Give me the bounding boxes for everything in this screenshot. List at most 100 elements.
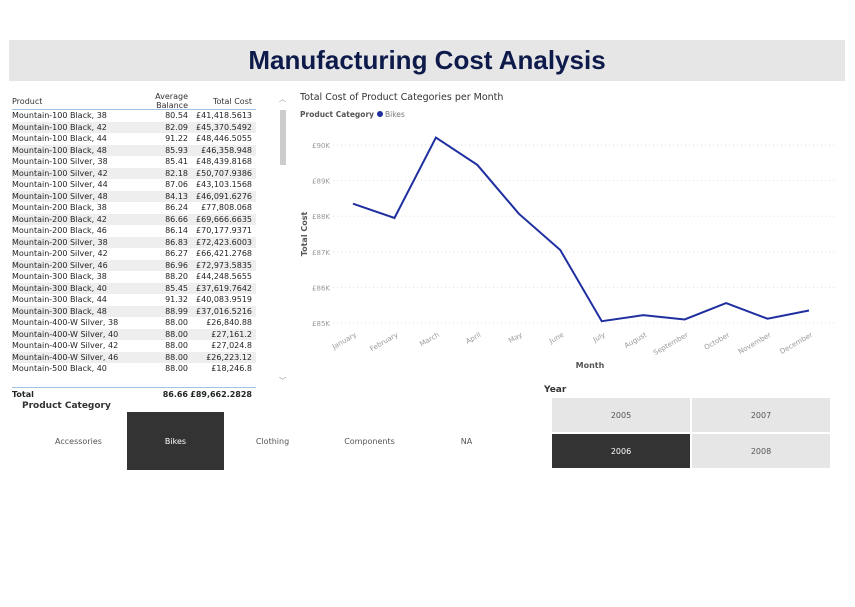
table-row[interactable]: Mountain-100 Silver, 44 87.06 £43,103.1568	[12, 179, 256, 191]
x-tick-label: September	[652, 331, 690, 357]
average-balance-cell: 85.93	[165, 145, 188, 155]
series-line-bikes	[352, 136, 810, 323]
column-header-average-balance[interactable]: Average Balance	[155, 92, 188, 110]
table-row[interactable]: Mountain-100 Black, 44 91.22 £48,446.5055	[12, 133, 256, 145]
total-cost-cell: £37,619.7642	[196, 283, 252, 293]
average-balance-cell: 85.45	[165, 283, 188, 293]
category-option-components[interactable]: Components	[344, 436, 395, 446]
product-cell: Mountain-300 Black, 40	[12, 283, 107, 293]
product-table: Product Average Balance Total Cost Mount…	[12, 92, 256, 400]
table-row[interactable]: Mountain-400-W Silver, 40 88.00 £27,161.2	[12, 328, 256, 340]
average-balance-cell: 88.00	[165, 318, 188, 328]
table-row[interactable]: Mountain-400-W Silver, 42 88.00 £27,024.8	[12, 340, 256, 352]
table-row[interactable]: Mountain-300 Black, 38 88.20 £44,248.5655	[12, 271, 256, 283]
x-tick-label: October	[703, 331, 731, 352]
total-cost-cell: £26,840.88	[206, 318, 252, 328]
table-row[interactable]: Mountain-200 Silver, 46 86.96 £72,973.5835	[12, 259, 256, 271]
table-row[interactable]: Mountain-300 Black, 40 85.45 £37,619.7642	[12, 282, 256, 294]
average-balance-cell: 91.22	[165, 134, 188, 144]
category-option-bikes[interactable]: Bikes	[127, 412, 224, 470]
table-row[interactable]: Mountain-100 Silver, 38 85.41 £48,439.8168	[12, 156, 256, 168]
table-row[interactable]: Mountain-400-W Silver, 38 88.00 £26,840.88	[12, 317, 256, 329]
average-balance-cell: 86.96	[165, 260, 188, 270]
average-balance-cell: 86.27	[165, 249, 188, 259]
table-row[interactable]: Mountain-100 Black, 48 85.93 £46,358.948	[12, 144, 256, 156]
scroll-up-icon[interactable]: ︿	[279, 95, 286, 103]
table-row[interactable]: Mountain-200 Silver, 42 86.27 £66,421.2768	[12, 248, 256, 260]
total-cost-cell: £41,418.5613	[196, 111, 252, 121]
total-cost-cell: £43,103.1568	[196, 180, 252, 190]
y-tick-label: £85K	[312, 320, 330, 328]
table-row[interactable]: Mountain-100 Silver, 42 82.18 £50,707.9386	[12, 167, 256, 179]
product-cell: Mountain-300 Black, 38	[12, 272, 107, 282]
legend-label: Bikes	[385, 110, 405, 119]
category-slicer-label: Product Category	[22, 401, 111, 411]
year-option-2005[interactable]: 2005	[552, 398, 690, 432]
product-cell: Mountain-200 Black, 42	[12, 214, 107, 224]
table-row[interactable]: Mountain-200 Black, 42 86.66 £69,666.6635	[12, 213, 256, 225]
table-row[interactable]: Mountain-100 Black, 42 82.09 £45,370.5492	[12, 121, 256, 133]
average-balance-cell: 80.54	[165, 111, 188, 121]
product-cell: Mountain-100 Black, 38	[12, 111, 107, 121]
average-balance-cell: 88.00	[165, 329, 188, 339]
table-row[interactable]: Mountain-200 Black, 46 86.14 £70,177.9371	[12, 225, 256, 237]
table-row[interactable]: Mountain-100 Silver, 48 84.13 £46,091.6276	[12, 190, 256, 202]
average-balance-cell: 86.14	[165, 226, 188, 236]
average-balance-cell: 88.00	[165, 364, 188, 374]
product-cell: Mountain-100 Black, 48	[12, 145, 107, 155]
average-balance-cell: 82.18	[165, 168, 188, 178]
product-cell: Mountain-100 Silver, 42	[12, 168, 108, 178]
x-tick-label: July	[591, 331, 607, 345]
total-cost-cell: £77,808.068	[201, 203, 252, 213]
table-body: Mountain-100 Black, 38 80.54 £41,418.5613 M…	[12, 110, 256, 387]
year-option-2008[interactable]: 2008	[692, 434, 830, 468]
y-tick-label: £89K	[312, 178, 330, 186]
total-cost-cell: £46,091.6276	[196, 191, 252, 201]
column-header-total-cost[interactable]: Total Cost	[212, 96, 252, 106]
x-tick-label: May	[507, 331, 524, 345]
total-cost-cell: £72,423.6003	[196, 237, 252, 247]
table-row[interactable]: Mountain-400-W Silver, 46 88.00 £26,223.12	[12, 351, 256, 363]
average-balance-cell: 86.83	[165, 237, 188, 247]
x-tick-label: January	[330, 331, 358, 352]
table-header: Product Average Balance Total Cost	[12, 92, 256, 110]
table-row[interactable]: Mountain-100 Black, 38 80.54 £41,418.5613	[12, 110, 256, 122]
category-option-na[interactable]: NA	[460, 436, 473, 446]
total-cost-cell: £69,666.6635	[196, 214, 252, 224]
product-cell: Mountain-200 Black, 46	[12, 226, 107, 236]
table-row[interactable]: Mountain-300 Black, 48 88.99 £37,016.5216	[12, 305, 256, 317]
year-slicer-label: Year	[544, 385, 567, 395]
average-balance-cell: 86.66	[165, 214, 188, 224]
table-row[interactable]: Mountain-500 Black, 40 88.00 £18,246.8	[12, 363, 256, 375]
total-cost-cell: £26,223.12	[206, 352, 252, 362]
category-option-accessories[interactable]: Accessories	[55, 436, 102, 446]
average-balance-cell: 85.41	[165, 157, 188, 167]
year-slicer: 2005 2007 2006 2008	[552, 398, 830, 468]
table-row[interactable]: Mountain-200 Silver, 38 86.83 £72,423.6003	[12, 236, 256, 248]
product-cell: Mountain-100 Silver, 44	[12, 180, 108, 190]
y-tick-label: £90K	[312, 142, 330, 150]
total-cost-cell: £27,161.2	[211, 329, 252, 339]
product-cell: Mountain-100 Silver, 48	[12, 191, 108, 201]
table-row[interactable]: Mountain-300 Black, 44 91.32 £40,083.9519	[12, 294, 256, 306]
chart-title: Total Cost of Product Categories per Mon…	[299, 92, 503, 103]
year-option-2006[interactable]: 2006	[552, 434, 690, 468]
table-scrollbar[interactable]: ︿ ﹀	[279, 94, 287, 386]
y-axis-title: Total Cost	[300, 212, 309, 257]
legend-title: Product Category	[300, 110, 374, 119]
average-balance-cell: 87.06	[165, 180, 188, 190]
scrollbar-thumb[interactable]	[280, 110, 286, 165]
scroll-down-icon[interactable]: ﹀	[279, 377, 286, 385]
column-header-product[interactable]: Product	[12, 96, 43, 106]
product-cell: Mountain-200 Silver, 46	[12, 260, 108, 270]
total-cost-cell: £37,016.5216	[196, 306, 252, 316]
x-tick-label: December	[779, 331, 815, 356]
header-banner: Manufacturing Cost Analysis	[9, 40, 845, 81]
table-row[interactable]: Mountain-200 Black, 38 86.24 £77,808.068	[12, 202, 256, 214]
category-option-clothing[interactable]: Clothing	[255, 436, 290, 446]
year-option-2007[interactable]: 2007	[692, 398, 830, 432]
average-balance-cell: 88.20	[165, 272, 188, 282]
total-cost-cell: £44,248.5655	[196, 272, 252, 282]
product-cell: Mountain-200 Silver, 38	[12, 237, 108, 247]
total-cost-cell: £45,370.5492	[196, 122, 252, 132]
